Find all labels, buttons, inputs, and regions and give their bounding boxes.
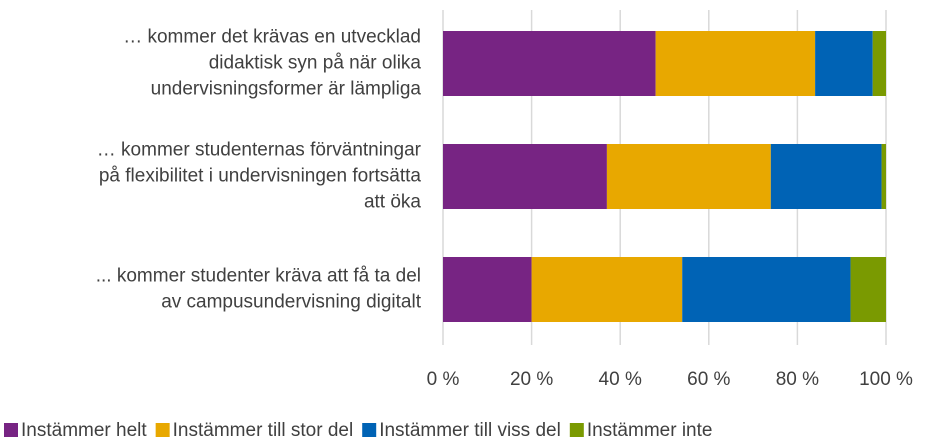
bar-segment xyxy=(682,257,851,322)
legend-label: Instämmer till viss del xyxy=(379,420,561,441)
category-label: undervisningsformer är lämpliga xyxy=(151,79,422,100)
legend-swatch xyxy=(362,423,377,437)
bar-segment xyxy=(443,31,656,96)
category-label: på flexibilitet i undervisningen fortsät… xyxy=(99,166,422,187)
category-label: didaktisk syn på när olika xyxy=(209,53,422,74)
x-tick-label: 100 % xyxy=(859,369,913,390)
category-label: … kommer studenternas förväntningar xyxy=(97,140,422,161)
bar-segment xyxy=(443,257,532,322)
category-label: ... kommer studenter kräva att få ta del xyxy=(96,266,421,287)
legend-label: Instämmer helt xyxy=(21,420,147,441)
bar-segment xyxy=(815,31,873,96)
category-label: … kommer det krävas en utvecklad xyxy=(123,27,421,48)
legend-label: Instämmer inte xyxy=(587,420,713,441)
category-label: av campusundervisning digitalt xyxy=(161,292,422,313)
bar-segment xyxy=(770,144,882,209)
legend-swatch xyxy=(155,423,170,437)
bar-segment xyxy=(872,31,886,96)
category-label: att öka xyxy=(364,192,421,213)
legend-swatch xyxy=(4,423,18,437)
legend-swatch xyxy=(569,423,584,437)
legend-label: Instämmer till stor del xyxy=(173,420,354,441)
bar-segment xyxy=(531,257,683,322)
bar-segment xyxy=(850,257,886,322)
x-tick-label: 20 % xyxy=(510,369,553,390)
bar-segment xyxy=(443,144,607,209)
x-tick-label: 40 % xyxy=(599,369,642,390)
x-tick-label: 80 % xyxy=(776,369,819,390)
bar-segment xyxy=(881,144,886,209)
bar-segment xyxy=(606,144,771,209)
x-tick-label: 0 % xyxy=(427,369,460,390)
bar-segment xyxy=(655,31,816,96)
x-tick-label: 60 % xyxy=(687,369,730,390)
